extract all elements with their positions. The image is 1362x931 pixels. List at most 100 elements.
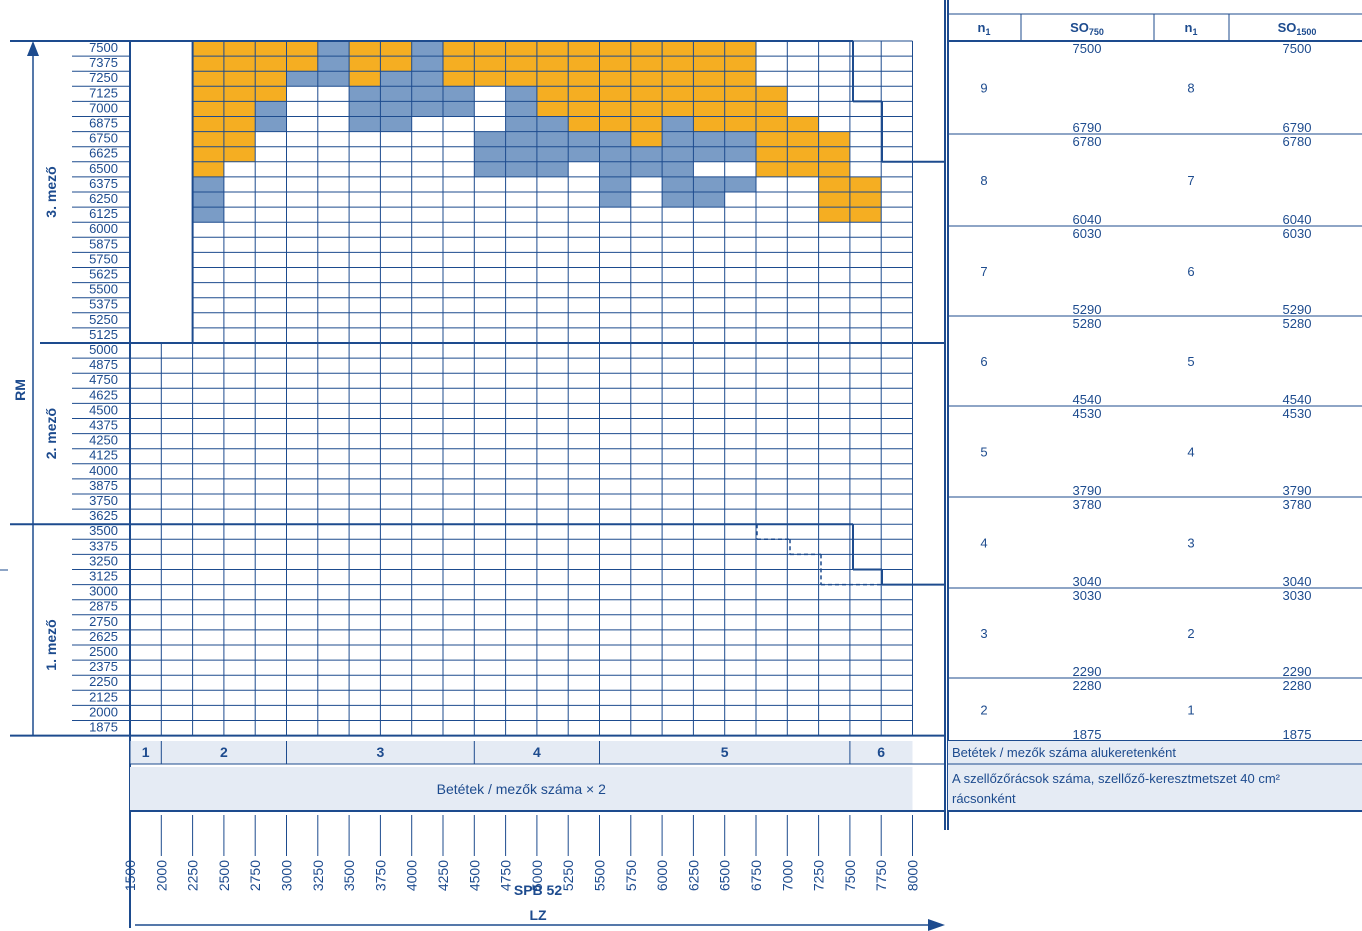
table-header: n1 <box>1185 20 1198 37</box>
grid-cell-blue <box>693 131 725 147</box>
grid-cell-orange <box>255 86 287 102</box>
rm-tick-label: 4250 <box>89 433 118 448</box>
grid-cell-orange <box>505 56 537 72</box>
grid-cell-orange <box>724 41 756 57</box>
lz-tick-label: 4750 <box>498 860 514 891</box>
grid-cell-orange <box>536 41 569 57</box>
lz-tick-label: 3750 <box>372 860 388 891</box>
grid-cell-blue <box>662 116 694 132</box>
table-note2a: A szellőzőrácsok száma, szellőző-kereszt… <box>952 771 1281 786</box>
lz-tick-label: 3250 <box>310 860 326 891</box>
grid-cell-orange <box>693 101 725 117</box>
grid-cell-blue <box>599 176 631 192</box>
grid-cell-orange <box>192 131 224 147</box>
grid-cell-orange <box>505 41 537 57</box>
table-so1500-bottom: 4540 <box>1283 392 1312 407</box>
grid-cell-blue <box>349 116 381 132</box>
rm-tick-label: 7000 <box>89 100 118 115</box>
rm-tick-label: 3750 <box>89 493 118 508</box>
grid-cell-orange <box>192 101 224 117</box>
grid-cell-orange <box>724 116 756 132</box>
grid-cell-orange <box>630 86 663 102</box>
table-n1: 5 <box>980 445 987 460</box>
grid-cell-orange <box>349 56 381 72</box>
rm-tick-label: 2375 <box>89 659 118 674</box>
table-n1: 6 <box>980 354 987 369</box>
lz-tick-label: 7000 <box>779 860 795 891</box>
grid-cell-orange <box>662 101 694 117</box>
group-label: 6 <box>877 744 885 760</box>
table-so750-top: 6030 <box>1073 226 1102 241</box>
lz-tick-label: 7750 <box>873 860 889 891</box>
grid-cell-orange <box>693 116 725 132</box>
table-so1500-top: 6780 <box>1283 134 1312 149</box>
grid-cell-orange <box>756 161 788 177</box>
table-n2: 4 <box>1187 445 1194 460</box>
rm-tick-label: 5500 <box>89 282 118 297</box>
table-so750-bottom: 6790 <box>1073 120 1102 135</box>
grid-cell-orange <box>255 56 287 72</box>
grid-cell-blue <box>192 207 224 223</box>
grid-cell-orange <box>255 41 287 57</box>
table-so1500-top: 6030 <box>1283 226 1312 241</box>
lz-tick-label: 7250 <box>811 860 827 891</box>
grid-cell-orange <box>474 41 506 57</box>
rm-tick-label: 2250 <box>89 674 118 689</box>
grid-cell-orange <box>568 101 600 117</box>
grid-cell-blue <box>474 131 506 147</box>
grid-cell-orange <box>568 116 600 132</box>
grid-cell-orange <box>568 41 600 57</box>
rm-tick-label: 2500 <box>89 644 118 659</box>
grid-cell-orange <box>630 116 663 132</box>
table-n1: 8 <box>980 173 987 188</box>
rm-tick-label: 3375 <box>89 538 118 553</box>
table-n2: 8 <box>1187 81 1194 96</box>
table-header: SO750 <box>1070 20 1104 37</box>
grid-cell-blue <box>411 41 443 57</box>
grid-cell-orange <box>662 86 694 102</box>
grid-cell-orange <box>630 56 663 72</box>
grid-cell-blue <box>411 56 443 72</box>
grid-cell-orange <box>787 146 819 162</box>
table-n1: 3 <box>980 626 987 641</box>
grid-cell-blue <box>192 192 224 208</box>
grid-cell-orange <box>505 71 537 87</box>
grid-cell-orange <box>380 41 412 57</box>
rm-tick-label: 2000 <box>89 704 118 719</box>
grid-cell-orange <box>223 41 256 57</box>
table-note2b: rácsonként <box>952 791 1016 806</box>
grid-cell-orange <box>286 41 318 57</box>
rm-tick-label: 4875 <box>89 357 118 372</box>
table-header: SO1500 <box>1278 20 1317 37</box>
grid-cell-orange <box>192 146 224 162</box>
lz-tick-label: 6500 <box>717 860 733 891</box>
grid-cell-blue <box>443 101 475 117</box>
grid-cell-orange <box>223 56 256 72</box>
table-so1500-bottom: 6790 <box>1283 120 1312 135</box>
table-so750-top: 3030 <box>1073 588 1102 603</box>
table-n2: 6 <box>1187 264 1194 279</box>
table-so750-bottom: 5290 <box>1073 302 1102 317</box>
table-n2: 2 <box>1187 626 1194 641</box>
grid-cell-orange <box>724 101 756 117</box>
rm-tick-label: 6000 <box>89 221 118 236</box>
section-label: 2. mező <box>43 408 59 459</box>
table-so1500-bottom: 1875 <box>1283 727 1312 742</box>
grid-cell-blue <box>380 116 412 132</box>
grid-cell-orange <box>756 116 788 132</box>
rm-tick-label: 3875 <box>89 478 118 493</box>
table-so750-bottom: 3790 <box>1073 483 1102 498</box>
grid-cell-orange <box>443 71 475 87</box>
grid-cell-blue <box>693 146 725 162</box>
grid-cell-orange <box>568 56 600 72</box>
grid-cell-orange <box>849 176 882 192</box>
lz-tick-label: 4500 <box>466 860 482 891</box>
grid-cell-blue <box>505 131 537 147</box>
rm-tick-label: 3625 <box>89 508 118 523</box>
rm-tick-label: 6750 <box>89 131 118 146</box>
rm-tick-label: 2750 <box>89 614 118 629</box>
table-so1500-bottom: 2290 <box>1283 664 1312 679</box>
grid-cell-blue <box>411 86 443 102</box>
grid-cell-orange <box>192 116 224 132</box>
table-so750-top: 7500 <box>1073 41 1102 56</box>
